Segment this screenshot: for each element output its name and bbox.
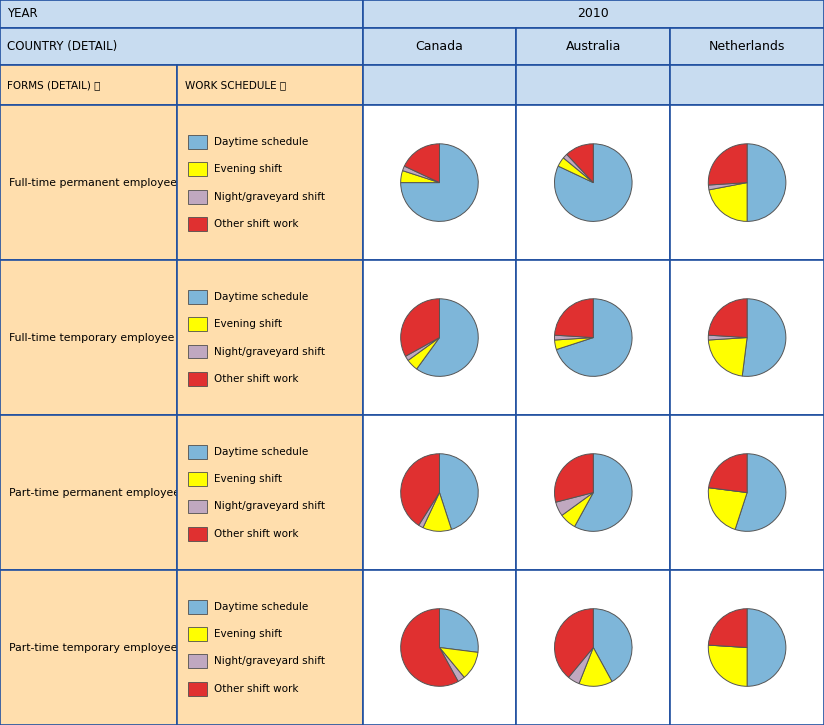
Bar — [188, 500, 207, 513]
Wedge shape — [564, 154, 593, 183]
Wedge shape — [439, 647, 464, 682]
Text: Daytime schedule: Daytime schedule — [214, 602, 308, 612]
Wedge shape — [593, 609, 632, 682]
Wedge shape — [417, 299, 478, 376]
Text: Evening shift: Evening shift — [214, 474, 283, 484]
Wedge shape — [555, 609, 593, 677]
Text: Full-time permanent employee: Full-time permanent employee — [9, 178, 177, 188]
Wedge shape — [747, 609, 786, 687]
Bar — [188, 526, 207, 541]
Text: Night/graveyard shift: Night/graveyard shift — [214, 347, 325, 357]
Wedge shape — [555, 299, 593, 338]
Wedge shape — [709, 488, 747, 492]
Wedge shape — [567, 144, 593, 183]
Text: Night/graveyard shift: Night/graveyard shift — [214, 502, 325, 512]
Wedge shape — [709, 144, 747, 185]
Wedge shape — [555, 492, 593, 515]
Text: WORK SCHEDULE ⓘ: WORK SCHEDULE ⓘ — [185, 80, 286, 90]
Text: Night/graveyard shift: Night/graveyard shift — [214, 656, 325, 666]
Wedge shape — [400, 299, 439, 356]
Wedge shape — [709, 645, 747, 687]
Wedge shape — [709, 488, 747, 529]
Text: Daytime schedule: Daytime schedule — [214, 292, 308, 302]
Bar — [188, 189, 207, 204]
Wedge shape — [419, 492, 439, 528]
Wedge shape — [558, 158, 593, 183]
Wedge shape — [400, 144, 478, 221]
Wedge shape — [555, 454, 593, 502]
Wedge shape — [735, 454, 786, 531]
Wedge shape — [400, 609, 458, 687]
Wedge shape — [555, 335, 593, 340]
Wedge shape — [555, 338, 593, 349]
Wedge shape — [408, 338, 439, 369]
Bar — [188, 318, 207, 331]
Text: Other shift work: Other shift work — [214, 684, 299, 694]
Wedge shape — [569, 647, 593, 684]
Wedge shape — [574, 454, 632, 531]
Wedge shape — [709, 609, 747, 647]
Wedge shape — [423, 492, 452, 531]
Bar — [188, 290, 207, 304]
Wedge shape — [439, 647, 478, 677]
Bar — [188, 445, 207, 459]
Text: YEAR: YEAR — [7, 7, 38, 20]
Wedge shape — [403, 166, 439, 183]
Bar — [188, 136, 207, 149]
Bar — [188, 344, 207, 358]
Wedge shape — [556, 299, 632, 376]
Bar — [188, 217, 207, 231]
Text: Evening shift: Evening shift — [214, 165, 283, 175]
Wedge shape — [562, 492, 593, 526]
Wedge shape — [709, 335, 747, 340]
Text: COUNTRY (DETAIL): COUNTRY (DETAIL) — [7, 40, 118, 53]
Bar — [188, 473, 207, 486]
Wedge shape — [439, 454, 478, 529]
Text: 2010: 2010 — [578, 7, 609, 20]
Wedge shape — [709, 299, 747, 338]
Text: Daytime schedule: Daytime schedule — [214, 137, 308, 147]
Wedge shape — [709, 338, 747, 376]
Wedge shape — [400, 170, 439, 183]
Text: Part-time permanent employee: Part-time permanent employee — [9, 487, 180, 497]
Text: Canada: Canada — [415, 40, 463, 53]
Wedge shape — [555, 144, 632, 221]
Text: Other shift work: Other shift work — [214, 529, 299, 539]
Text: Australia: Australia — [565, 40, 621, 53]
Text: Full-time temporary employee: Full-time temporary employee — [9, 333, 174, 343]
Wedge shape — [709, 454, 747, 492]
Text: Night/graveyard shift: Night/graveyard shift — [214, 191, 325, 202]
Text: Evening shift: Evening shift — [214, 629, 283, 639]
Text: Daytime schedule: Daytime schedule — [214, 447, 308, 457]
Text: FORMS (DETAIL) ⓘ: FORMS (DETAIL) ⓘ — [7, 80, 101, 90]
Text: Other shift work: Other shift work — [214, 373, 299, 384]
Text: Other shift work: Other shift work — [214, 219, 299, 228]
Text: Netherlands: Netherlands — [709, 40, 785, 53]
Wedge shape — [742, 299, 786, 376]
Bar — [188, 655, 207, 668]
Wedge shape — [747, 144, 786, 221]
Wedge shape — [405, 144, 439, 183]
Bar — [188, 682, 207, 695]
Wedge shape — [579, 647, 612, 687]
Bar — [188, 372, 207, 386]
Text: Part-time temporary employee: Part-time temporary employee — [9, 642, 177, 652]
Bar — [188, 600, 207, 614]
Text: Evening shift: Evening shift — [214, 320, 283, 329]
Wedge shape — [400, 454, 439, 526]
Bar — [188, 627, 207, 642]
Wedge shape — [405, 338, 439, 360]
Wedge shape — [709, 183, 747, 221]
Wedge shape — [439, 609, 478, 652]
Wedge shape — [709, 645, 747, 647]
Wedge shape — [709, 183, 747, 190]
Bar — [188, 162, 207, 176]
